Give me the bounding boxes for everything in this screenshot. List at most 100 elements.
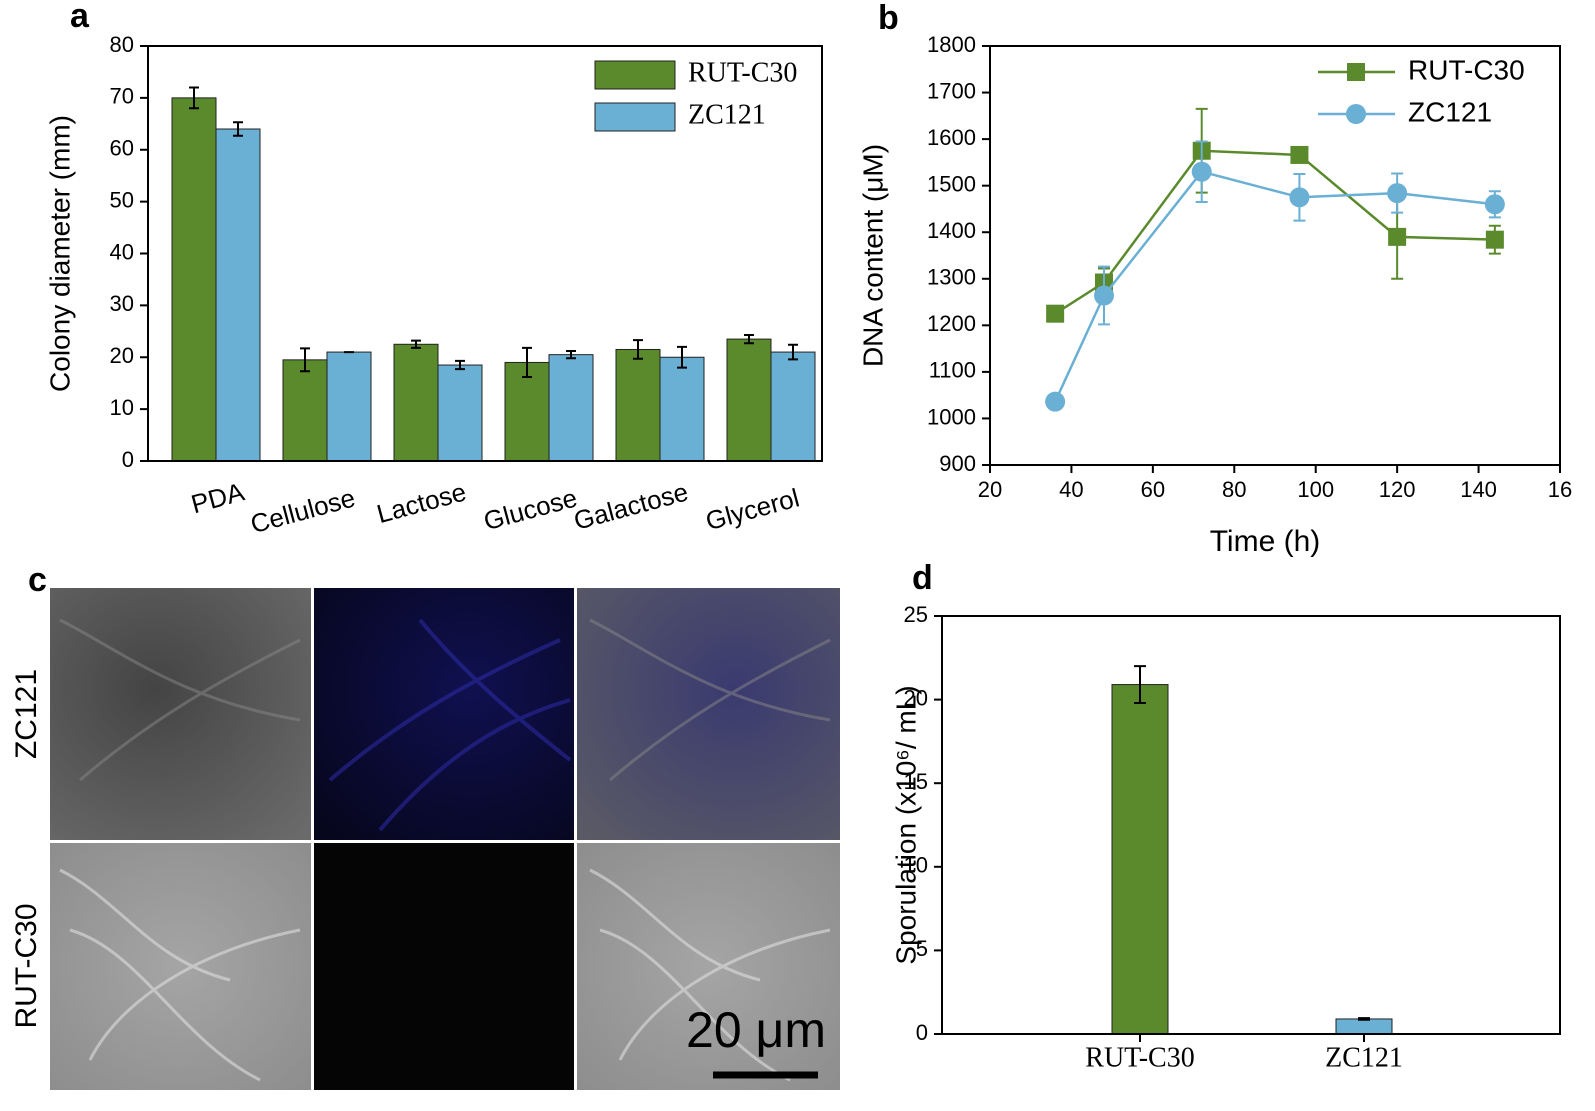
marker (1388, 227, 1407, 246)
marker (1485, 230, 1504, 249)
y-tick-label: 1400 (927, 218, 976, 243)
image-panel: c ZC121 RUT-C30 20 μm (10, 561, 840, 1090)
error-bar (788, 343, 798, 361)
y-tick-label: 1100 (929, 358, 976, 383)
x-tick-label: Lactose (374, 476, 470, 529)
x-tick-label: RUT-C30 (1085, 1042, 1194, 1073)
plot-frame (147, 45, 823, 462)
bar (770, 351, 816, 462)
y-tick-label: 10 (110, 395, 134, 420)
x-tick-label: 120 (1379, 477, 1416, 502)
marker (1289, 187, 1310, 208)
y-tick-label: 0 (916, 1020, 928, 1045)
hyphae (59, 618, 831, 782)
y-axis-title: DNA content (μM) (857, 144, 888, 367)
y-tick-label: 15 (904, 769, 928, 794)
legend-marker (1346, 104, 1366, 124)
error-bar (633, 339, 643, 360)
legend-label: RUT-C30 (1408, 54, 1525, 85)
error-bar (455, 359, 465, 371)
panel-label: d (912, 559, 933, 597)
y-tick-label: 1600 (927, 125, 976, 150)
x-axis-title: Time (h) (1210, 525, 1321, 558)
y-tick-label: 5 (916, 936, 928, 961)
bar (282, 359, 328, 462)
y-tick-label: 30 (110, 291, 134, 316)
bar (393, 343, 439, 462)
x-tick-label: 20 (978, 477, 1002, 502)
marker (1191, 161, 1212, 182)
legend-swatch (594, 60, 676, 90)
x-tick-label: 60 (1141, 477, 1165, 502)
error-bar (744, 333, 754, 345)
marker (1484, 194, 1505, 215)
y-tick-label: 10 (904, 853, 928, 878)
bar (726, 338, 772, 462)
y-tick-label: 20 (904, 685, 928, 710)
error-bar (677, 345, 687, 369)
panel-label: b (878, 0, 899, 37)
x-tick-label: 16 (1548, 477, 1572, 502)
y-axis-title: Sporulation (x10⁶/ mL) (890, 685, 921, 964)
y-tick-label: 60 (110, 136, 134, 161)
error-bar (411, 339, 421, 349)
bar (171, 97, 217, 462)
error-bar (1358, 1017, 1370, 1021)
legend-marker (1347, 63, 1365, 81)
x-tick-label: 140 (1460, 477, 1497, 502)
y-tick-label: 1000 (927, 404, 976, 429)
error-bar (566, 350, 576, 360)
x-tick-label: ZC121 (1325, 1042, 1403, 1073)
hyphae (59, 868, 831, 1082)
x-tick-label: Glycerol (702, 482, 802, 536)
scale-bar-label: 20 μm (686, 1002, 826, 1058)
line (1054, 149, 1495, 315)
micrograph (314, 843, 574, 1090)
bar (326, 351, 372, 462)
bar (1111, 684, 1169, 1035)
y-tick-label: 1700 (927, 78, 976, 103)
row-label: RUT-C30 (10, 903, 43, 1028)
y-tick-label: 0 (122, 447, 134, 472)
plot-frame (941, 615, 1561, 1035)
y-tick-label: 900 (939, 451, 976, 476)
error-bar (1134, 665, 1146, 704)
bar (615, 348, 661, 462)
y-tick-label: 1200 (927, 311, 976, 336)
bar (1335, 1018, 1393, 1035)
panel-label: c (28, 561, 47, 599)
row-label: ZC121 (10, 669, 43, 759)
x-tick-label: Glucose (480, 482, 580, 536)
x-tick-label: PDA (188, 476, 248, 519)
plot-frame (989, 45, 1561, 466)
legend-swatch (594, 102, 676, 132)
hyphae (328, 618, 572, 832)
x-tick-label: 100 (1297, 477, 1334, 502)
y-tick-label: 40 (110, 239, 134, 264)
error-bar (522, 346, 532, 378)
x-tick-label: Cellulose (247, 482, 358, 539)
y-tick-label: 20 (110, 343, 134, 368)
error-bar (233, 121, 243, 137)
y-tick-label: 25 (904, 602, 928, 627)
line (1054, 170, 1496, 403)
marker (1045, 391, 1066, 412)
marker (1290, 145, 1309, 164)
x-tick-label: 40 (1059, 477, 1083, 502)
bar (659, 356, 705, 462)
marker (1094, 285, 1114, 306)
bar (215, 128, 261, 462)
bar (548, 354, 594, 462)
marker (1387, 183, 1408, 204)
x-tick-label: 80 (1222, 477, 1246, 502)
micrograph (577, 843, 840, 1090)
y-tick-label: 70 (110, 84, 134, 109)
y-tick-label: 50 (110, 187, 134, 212)
y-tick-label: 1300 (927, 265, 976, 290)
legend-label: RUT-C30 (688, 57, 797, 88)
legend-label: ZC121 (688, 99, 766, 130)
y-tick-label: 1800 (927, 32, 976, 57)
x-tick-label: Galactose (570, 476, 691, 535)
error-bar (300, 347, 310, 373)
